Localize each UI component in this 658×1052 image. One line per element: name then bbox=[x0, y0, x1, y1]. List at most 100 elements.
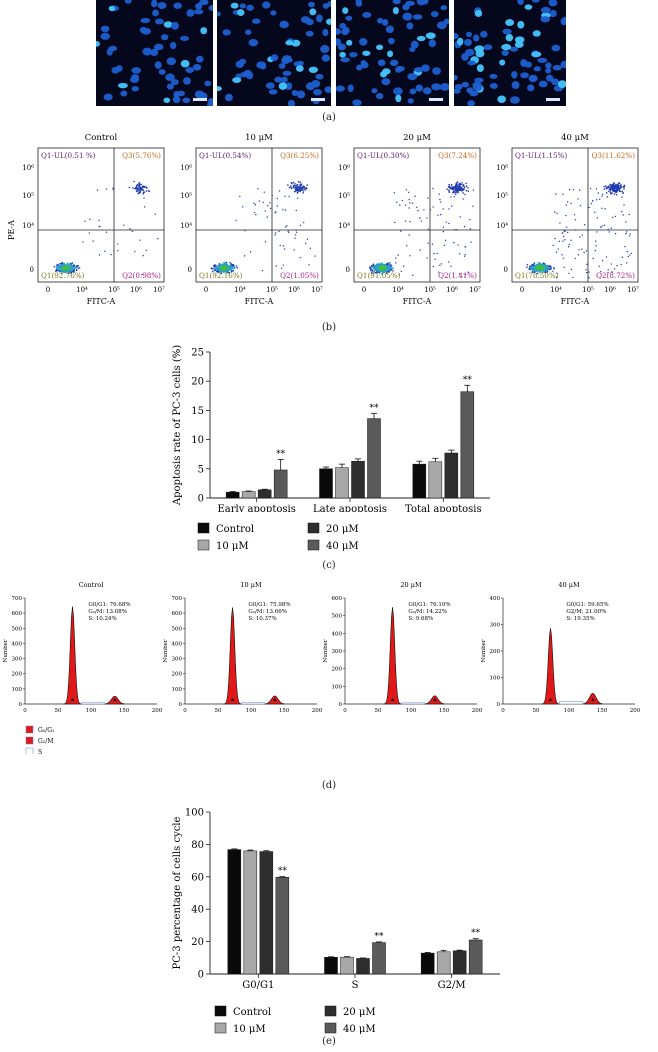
event-dot bbox=[282, 264, 284, 266]
event-dot bbox=[596, 217, 598, 219]
event-dot bbox=[58, 267, 61, 269]
histogram-legend-label: G₂/M bbox=[38, 738, 53, 745]
nucleus bbox=[295, 65, 304, 72]
nucleus bbox=[520, 72, 529, 79]
nucleus bbox=[106, 47, 113, 56]
event-dot bbox=[406, 245, 408, 247]
nucleus bbox=[489, 83, 498, 89]
event-dot bbox=[385, 267, 388, 270]
event-dot bbox=[233, 267, 235, 269]
event-dot bbox=[266, 216, 268, 218]
histogram-legend-swatch bbox=[25, 747, 34, 754]
event-dot bbox=[423, 209, 425, 211]
nucleus bbox=[240, 71, 250, 78]
nucleus bbox=[96, 40, 100, 47]
nucleus bbox=[392, 7, 399, 15]
nucleus bbox=[237, 9, 245, 16]
event-dot bbox=[612, 185, 615, 188]
nucleus bbox=[352, 99, 362, 106]
histogram-x-tick-label: 200 bbox=[312, 708, 323, 714]
histogram-y-tick-label: 400 bbox=[490, 596, 501, 602]
nucleus bbox=[377, 17, 384, 24]
microscopy-10uM bbox=[217, 0, 331, 106]
flow-plot-frame bbox=[511, 147, 639, 283]
event-dot bbox=[606, 196, 609, 198]
nucleus bbox=[412, 14, 423, 20]
event-dot bbox=[532, 271, 534, 274]
nucleus bbox=[560, 60, 566, 69]
event-dot bbox=[129, 228, 131, 230]
event-dot bbox=[608, 190, 610, 192]
y-tick-label: 20 bbox=[191, 937, 204, 948]
event-dot bbox=[612, 187, 615, 190]
event-dot bbox=[215, 270, 218, 273]
quadrant-ul-label: Q1-UL(0.30%) bbox=[357, 151, 409, 160]
event-dot bbox=[218, 263, 221, 265]
event-dot bbox=[66, 262, 69, 264]
event-dot bbox=[64, 269, 67, 271]
event-dot bbox=[419, 217, 421, 219]
legend-label: 20 μM bbox=[343, 1007, 376, 1018]
event-dot bbox=[463, 255, 466, 257]
nucleus bbox=[466, 87, 474, 94]
event-dot bbox=[117, 243, 119, 245]
nucleus bbox=[321, 54, 331, 62]
nucleus bbox=[356, 64, 363, 71]
event-dot bbox=[568, 243, 570, 246]
peak-marker bbox=[548, 698, 553, 701]
flow-y-tick: 10⁵ bbox=[338, 192, 350, 200]
nucleus bbox=[557, 80, 566, 89]
bar-Control bbox=[420, 952, 435, 975]
quadrant-lr-label: Q2(1.05%) bbox=[280, 271, 319, 280]
bar-40-μM bbox=[367, 418, 381, 499]
event-dot bbox=[472, 189, 475, 191]
event-dot bbox=[375, 265, 378, 268]
event-dot bbox=[117, 249, 119, 252]
nucleus bbox=[103, 93, 113, 101]
legend-swatch bbox=[324, 1005, 337, 1017]
event-dot bbox=[533, 262, 536, 265]
event-dot bbox=[592, 257, 594, 260]
event-dot bbox=[546, 270, 549, 273]
event-dot bbox=[381, 268, 384, 271]
panel-label-c: (c) bbox=[322, 560, 336, 571]
x-tick-label: G2/M bbox=[438, 980, 466, 991]
nucleus bbox=[270, 54, 279, 62]
event-dot bbox=[470, 241, 472, 243]
nucleus bbox=[439, 83, 449, 91]
event-dot bbox=[616, 264, 618, 267]
event-dot bbox=[458, 253, 461, 255]
nucleus bbox=[308, 66, 319, 74]
event-dot bbox=[590, 202, 592, 205]
event-dot bbox=[284, 209, 287, 211]
event-dot bbox=[454, 229, 456, 231]
nucleus bbox=[474, 77, 484, 83]
event-dot bbox=[388, 261, 391, 264]
event-dot bbox=[594, 211, 596, 213]
event-dot bbox=[442, 208, 444, 210]
event-dot bbox=[292, 181, 295, 184]
event-dot bbox=[564, 239, 566, 241]
event-dot bbox=[460, 186, 463, 189]
nucleus bbox=[152, 9, 159, 17]
flow-x-tick: 0 bbox=[204, 286, 208, 294]
nucleus bbox=[454, 32, 459, 40]
event-dot bbox=[585, 250, 588, 252]
flow-x-tick: 10⁷ bbox=[469, 286, 481, 294]
event-dot bbox=[614, 187, 617, 190]
event-dot bbox=[564, 230, 567, 232]
event-dot bbox=[595, 199, 598, 201]
event-dot bbox=[293, 184, 296, 187]
event-dot bbox=[559, 222, 561, 224]
event-dot bbox=[236, 266, 238, 269]
flow-x-tick: 10⁴ bbox=[550, 286, 562, 294]
nucleus bbox=[531, 51, 542, 58]
event-dot bbox=[142, 255, 144, 257]
event-dot bbox=[286, 225, 288, 227]
microscopy-20uM bbox=[336, 0, 449, 106]
event-dot bbox=[271, 194, 273, 196]
event-dot bbox=[295, 185, 297, 188]
event-dot bbox=[71, 262, 74, 264]
event-dot bbox=[230, 263, 232, 265]
event-dot bbox=[427, 242, 429, 244]
